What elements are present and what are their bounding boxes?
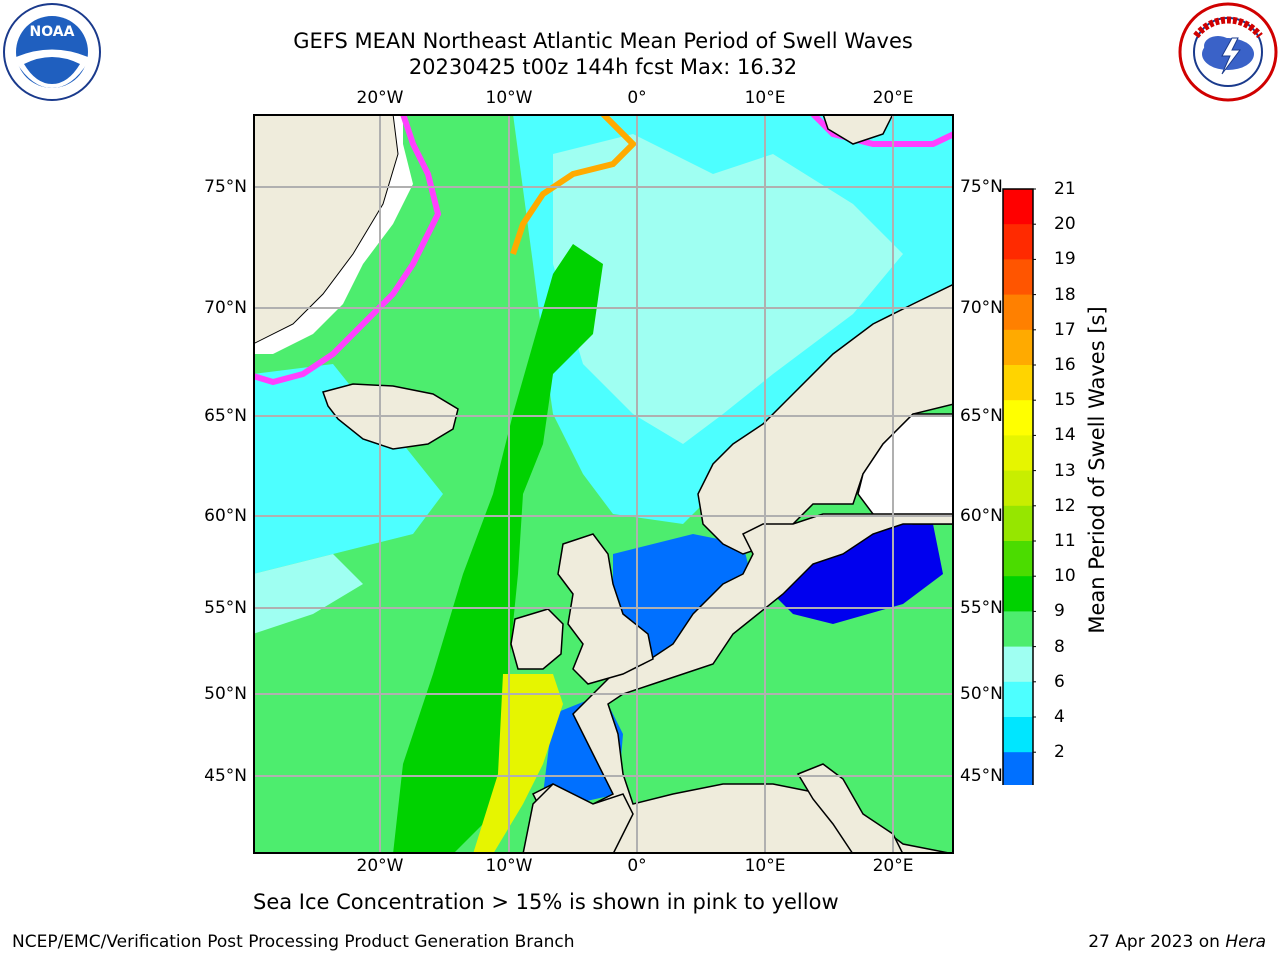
lat-label-left: 55°N xyxy=(204,598,247,618)
colorbar-label: Mean Period of Swell Waves [s] xyxy=(1085,306,1109,634)
map-gridlines xyxy=(253,114,954,854)
colorbar-tick-label: 19 xyxy=(1054,249,1076,270)
colorbar-tick-label: 15 xyxy=(1054,390,1076,411)
colorbar-segment xyxy=(1003,752,1033,785)
colorbar-tick-label: 9 xyxy=(1054,601,1065,622)
lat-label-left: 70°N xyxy=(204,298,247,318)
lat-label-right: 65°N xyxy=(960,406,1003,426)
colorbar-tick-label: 12 xyxy=(1054,495,1076,516)
swell-zone-9s xyxy=(553,134,903,444)
lon-label-top: 0° xyxy=(627,88,647,108)
sea-ice-edge-svalbard xyxy=(810,114,954,147)
colorbar-tick-label: 20 xyxy=(1054,214,1076,235)
lat-label-right: 50°N xyxy=(960,684,1003,704)
lon-label-top: 20°W xyxy=(356,88,404,108)
colorbar-tick-label: 17 xyxy=(1054,319,1076,340)
colorbar-segment xyxy=(1003,576,1033,612)
colorbar-segment xyxy=(1003,294,1033,331)
colorbar-tick-label: 16 xyxy=(1054,355,1076,375)
lat-label-right: 60°N xyxy=(960,506,1003,526)
colorbar-tick-label: 10 xyxy=(1054,566,1076,587)
noaa-logo-text: NOAA xyxy=(30,24,75,40)
colorbar-tick-label: 21 xyxy=(1054,179,1076,199)
colorbar-segment xyxy=(1003,365,1033,401)
lat-label-left: 65°N xyxy=(204,406,247,426)
lat-label-left: 75°N xyxy=(204,177,247,197)
colorbar-segment xyxy=(1003,435,1033,472)
chart-title: GEFS MEAN Northeast Atlantic Mean Period… xyxy=(293,29,913,53)
sea-ice-edge xyxy=(253,114,442,386)
swell-zone-9s-west xyxy=(253,554,363,634)
colorbar-segment xyxy=(1003,541,1033,577)
lat-label-right: 75°N xyxy=(960,177,1003,197)
colorbar-segment xyxy=(1003,681,1033,718)
nws-logo xyxy=(1178,2,1278,102)
colorbar-segment xyxy=(1003,400,1033,436)
footer-date: 27 Apr 2023 on Hera xyxy=(1088,932,1266,952)
colorbar-segment xyxy=(1003,646,1033,683)
greenland-land xyxy=(253,114,399,345)
lat-label-right: 45°N xyxy=(960,766,1003,786)
lon-label-top: 10°W xyxy=(485,88,533,108)
lat-label-left: 45°N xyxy=(204,766,247,786)
italy xyxy=(796,763,904,854)
colorbar-tick-label: 11 xyxy=(1054,531,1076,551)
colorbar-segment xyxy=(1003,470,1033,507)
chart-subtitle: 20230425 t00z 144h fcst Max: 16.32 xyxy=(408,55,798,79)
colorbar-segment xyxy=(1003,224,1033,260)
svalbard xyxy=(822,114,894,145)
colorbar-tick-label: 4 xyxy=(1054,707,1065,727)
footer-credit: NCEP/EMC/Verification Post Processing Pr… xyxy=(12,932,575,952)
colorbar-frame xyxy=(1002,188,1034,785)
colorbar xyxy=(1002,188,1036,785)
colorbar-segment xyxy=(1003,259,1033,296)
colorbar-tick-label: 8 xyxy=(1054,636,1065,657)
lat-label-right: 55°N xyxy=(960,598,1003,618)
swell-zone-14s xyxy=(473,674,563,854)
lon-label-bottom: 0° xyxy=(627,856,647,876)
lon-label-bottom: 20°W xyxy=(356,856,404,876)
colorbar-tick-label: 18 xyxy=(1054,284,1076,305)
lon-label-top: 10°E xyxy=(744,88,786,108)
colorbar-segment xyxy=(1003,611,1033,648)
iberia xyxy=(522,783,634,854)
lat-label-left: 60°N xyxy=(204,506,247,526)
map-panel xyxy=(253,114,954,854)
colorbar-segment xyxy=(1003,189,1033,225)
ireland xyxy=(510,608,564,670)
colorbar-segment xyxy=(1003,505,1033,542)
sea-ice-note: Sea Ice Concentration > 15% is shown in … xyxy=(253,890,839,914)
sea-ice-edge-north xyxy=(510,114,638,255)
map-frame xyxy=(253,114,954,854)
footer-date-text: 27 Apr 2023 on xyxy=(1088,932,1220,952)
lat-label-left: 50°N xyxy=(204,684,247,704)
swell-zone-10s-ridge xyxy=(393,244,603,854)
lon-label-top: 20°E xyxy=(872,88,914,108)
colorbar-segment xyxy=(1003,717,1033,753)
lon-label-bottom: 10°E xyxy=(744,856,786,876)
footer-host: Hera xyxy=(1225,932,1266,952)
noaa-logo: NOAA xyxy=(3,3,101,101)
colorbar-tick-label: 13 xyxy=(1054,460,1076,481)
lat-label-right: 70°N xyxy=(960,298,1003,318)
colorbar-tick-label: 2 xyxy=(1054,742,1065,763)
lon-label-bottom: 10°W xyxy=(485,856,533,876)
colorbar-tick-label: 6 xyxy=(1054,671,1065,692)
lon-label-bottom: 20°E xyxy=(872,856,914,876)
colorbar-tick-label: 14 xyxy=(1054,425,1076,446)
colorbar-segment xyxy=(1003,329,1033,366)
